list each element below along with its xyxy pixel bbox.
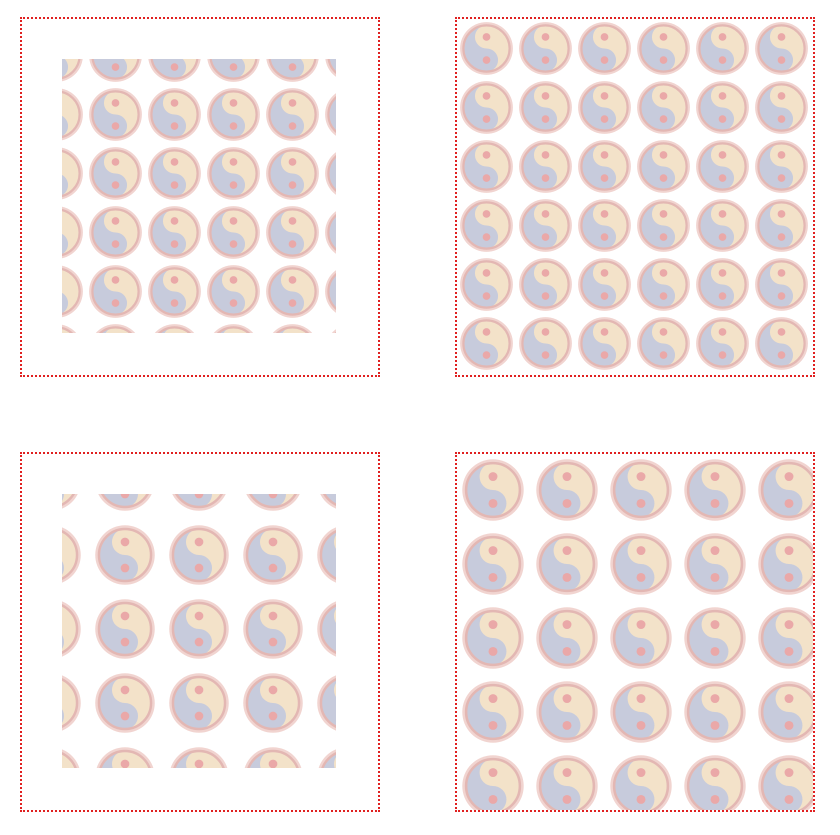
panel-bottom-right: [455, 452, 815, 812]
yin-yang-icon: [457, 454, 813, 810]
panel-top-right: [455, 17, 815, 377]
yin-yang-icon: [457, 19, 813, 375]
yin-yang-icon: [62, 59, 336, 333]
panel-top-left: [20, 17, 380, 377]
panel-bottom-left: [20, 452, 380, 812]
yin-yang-icon: [62, 494, 336, 768]
